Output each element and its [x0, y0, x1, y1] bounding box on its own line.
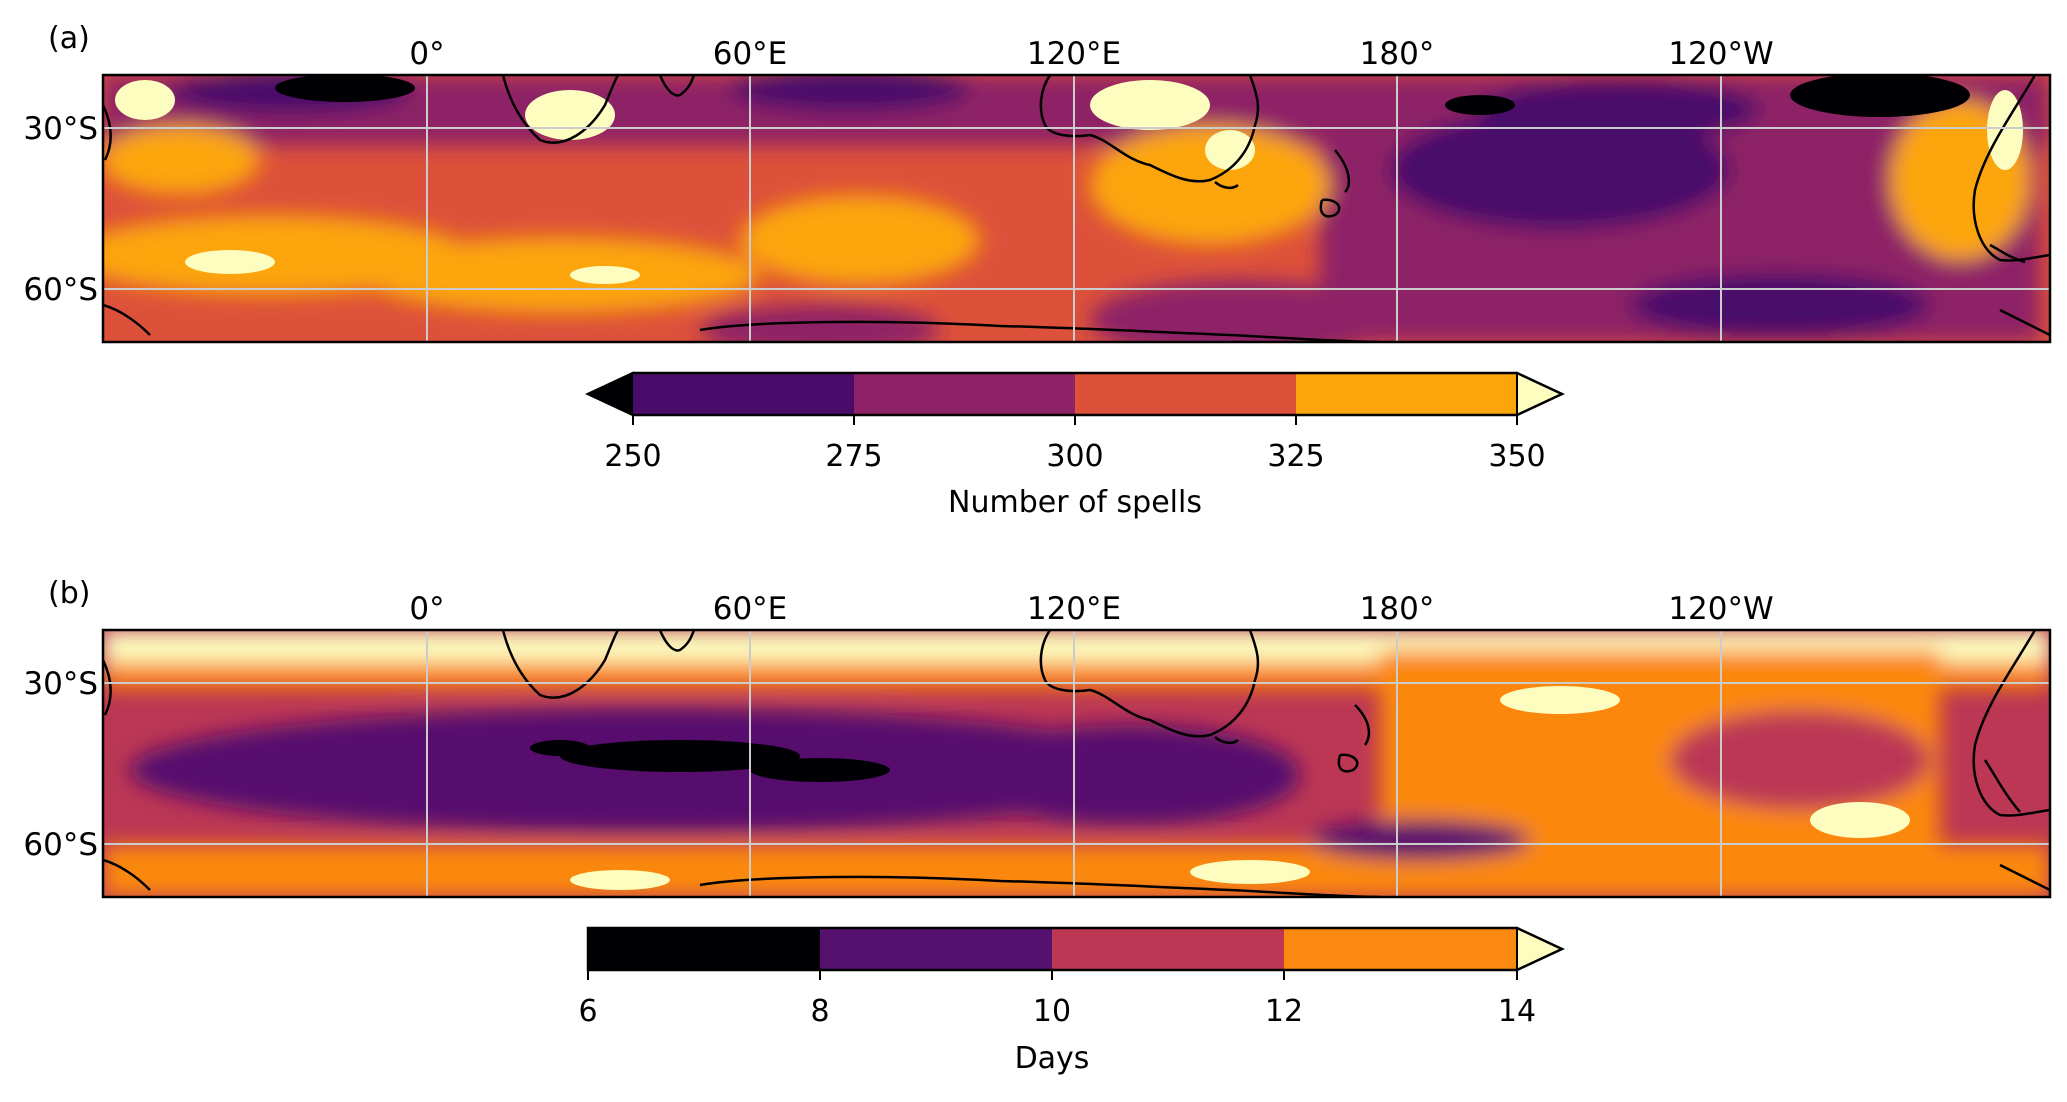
panel-a-colorbar-extend-below: [585, 371, 634, 417]
panel-a-map: [103, 75, 2050, 342]
panel-a-region-high: [103, 125, 260, 195]
panel-a-region-low: [1090, 280, 1390, 342]
panel-b-region-above-max: [1810, 802, 1910, 838]
panel-b-lat-tick-30s: 30°S: [23, 666, 98, 702]
panel-b-colorbar-outline: [586, 926, 1565, 972]
panel-b-region-min: [530, 740, 590, 756]
panel-a: (a) 0° 60°E 120°E 180° 120°W 30°S 60°S: [23, 21, 2052, 520]
panel-b: (b) 0° 60°E 120°E 180° 120°W 30°S 60°S: [23, 576, 2052, 1076]
panel-a-colorbar-label: Number of spells: [948, 485, 1202, 520]
panel-b-coastlines: [103, 630, 2050, 897]
panel-b-lon-tick-1: 60°E: [713, 591, 788, 627]
panel-a-region-above-max: [570, 266, 640, 284]
panel-a-region-above-max: [525, 90, 615, 140]
panel-a-lon-tick-1: 60°E: [713, 36, 788, 72]
panel-a-colorbar-tick: 350: [1488, 439, 1545, 474]
panel-b-lon-tick-2: 120°E: [1027, 591, 1121, 627]
panel-b-region-above-max: [1190, 860, 1310, 884]
panel-a-colorbar-tick: 325: [1267, 439, 1324, 474]
panel-b-colorbar-tick: 14: [1498, 994, 1536, 1029]
panel-a-region-above-max: [1205, 130, 1255, 170]
panel-b-lon-tick-0: 0°: [409, 591, 444, 627]
panel-b-map: [103, 630, 2050, 897]
panel-b-region-above-max: [1500, 686, 1620, 714]
panel-a-label: (a): [48, 21, 90, 56]
panel-a-lon-tick-3: 180°: [1360, 36, 1435, 72]
panel-a-colorbar-tick: 275: [825, 439, 882, 474]
panel-b-region-min: [750, 758, 890, 782]
panel-a-lat-tick-30s: 30°S: [23, 111, 98, 147]
panel-a-region-above-max: [185, 250, 275, 274]
panel-a-colorbar-bin: [1075, 373, 1296, 415]
panel-a-colorbar-tick: 250: [604, 439, 661, 474]
panel-b-graticule: [103, 630, 2050, 897]
panel-b-colorbar-tick: 12: [1265, 994, 1303, 1029]
panel-a-colorbar-tick: 300: [1046, 439, 1103, 474]
panel-b-colorbar-extend-above: [1516, 926, 1565, 972]
panel-a-lon-tick-4: 120°W: [1668, 36, 1773, 72]
panel-a-region-below-min: [275, 75, 415, 102]
panel-a-colorbar-bin: [854, 373, 1075, 415]
panel-a-lon-tick-0: 0°: [409, 36, 444, 72]
panel-a-region-above-max: [1090, 80, 1210, 130]
panel-b-map-frame: [101, 628, 2052, 899]
panel-b-region-mid: [1670, 710, 1930, 810]
panel-a-region-vlow: [1630, 273, 1930, 337]
panel-b-lat-tick-60s: 60°S: [23, 827, 98, 863]
panel-a-region-below-min: [1790, 75, 1970, 117]
panel-a-region-above-max: [115, 80, 175, 120]
panel-a-colorbar: 250 275 300 325 350 Number of spells: [585, 371, 1565, 520]
panel-b-lon-tick-3: 180°: [1360, 591, 1435, 627]
panel-b-colorbar-bin: [1284, 928, 1517, 970]
panel-a-region-vlow: [1480, 80, 1760, 140]
panel-b-region-above-max: [570, 870, 670, 890]
panel-b-colorbar-bin: [820, 928, 1052, 970]
panel-a-region-high: [1090, 125, 1330, 245]
panel-b-label: (b): [48, 576, 90, 611]
panel-b-colorbar-tick: 10: [1033, 994, 1071, 1029]
panel-a-map-frame: [101, 73, 2052, 344]
panel-a-colorbar-bin: [1296, 373, 1517, 415]
panel-b-region-mid-low: [960, 725, 1300, 825]
panel-a-region-low: [700, 305, 940, 342]
panel-a-colorbar-bin: [633, 373, 854, 415]
panel-a-lat-tick-60s: 60°S: [23, 272, 98, 308]
panel-a-region-high: [360, 237, 760, 313]
panel-b-region-min: [560, 740, 800, 772]
panel-a-graticule: [103, 75, 2050, 342]
panel-a-coastlines: [103, 75, 2050, 342]
panel-a-region-vlow: [1390, 110, 1730, 230]
panel-b-colorbar-bin: [1052, 928, 1284, 970]
panel-a-region-high: [740, 195, 980, 285]
panel-b-lon-tick-4: 120°W: [1668, 591, 1773, 627]
panel-b-region-mid-low: [1310, 820, 1530, 860]
panel-b-colorbar: 6 8 10 12 14 Days: [578, 926, 1565, 1076]
panel-a-region-vlow: [730, 75, 970, 112]
panel-a-region-below-min: [1445, 95, 1515, 115]
panel-a-lon-tick-2: 120°E: [1027, 36, 1121, 72]
panel-a-colorbar-extend-above: [1516, 371, 1565, 417]
panel-b-colorbar-tick: 6: [578, 994, 597, 1029]
panel-b-colorbar-tick: 8: [810, 994, 829, 1029]
panel-b-colorbar-bin: [588, 928, 820, 970]
panel-b-colorbar-label: Days: [1015, 1041, 1090, 1076]
